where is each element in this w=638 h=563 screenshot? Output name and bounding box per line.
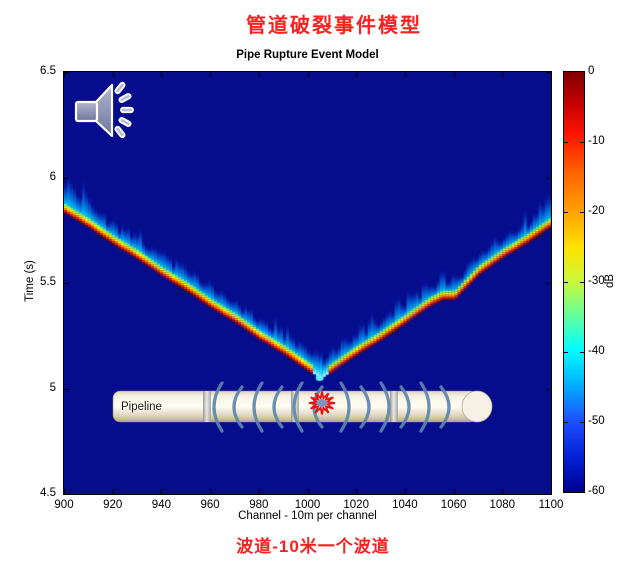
colorbar-tick-mark xyxy=(580,422,584,423)
colorbar-tick-label: -10 xyxy=(588,135,605,147)
pipe-end-cap xyxy=(461,390,493,423)
acoustic-wave-arcs xyxy=(212,381,451,433)
burst-center xyxy=(316,399,328,407)
colorbar-tick-mark xyxy=(580,352,584,353)
colorbar-tick-mark xyxy=(580,282,584,283)
speaker-icon[interactable] xyxy=(74,81,134,139)
x-tick-label: 1040 xyxy=(392,499,418,511)
wave-arc xyxy=(252,381,264,433)
x-tick-label: 1060 xyxy=(440,499,467,511)
wave-arc xyxy=(339,381,351,433)
colorbar-tick-mark xyxy=(564,212,568,213)
plot-title: Pipe Rupture Event Model xyxy=(236,49,379,61)
sound-dash xyxy=(114,125,126,139)
pipe-joint xyxy=(203,391,211,422)
x-tick-label: 940 xyxy=(151,499,171,511)
colorbar-tick-mark xyxy=(564,282,568,283)
pipeline-graphic: Pipeline xyxy=(112,381,493,433)
x-tick-label: 920 xyxy=(103,499,123,511)
x-tick-label: 1000 xyxy=(294,499,321,511)
colorbar-tick-label: -30 xyxy=(588,275,605,287)
y-tick-label: 5 xyxy=(49,381,56,394)
y-tick-label: 5.5 xyxy=(40,276,56,288)
wave-arc xyxy=(292,381,304,433)
y-tick-label: 6 xyxy=(49,170,56,183)
wave-arc xyxy=(419,381,431,433)
colorbar-tick-mark xyxy=(564,142,568,143)
x-tick-label: 1080 xyxy=(489,499,516,511)
wave-arc xyxy=(399,385,411,429)
colorbar-tick-label: -40 xyxy=(588,345,605,357)
wave-arc xyxy=(439,385,451,429)
wave-arc xyxy=(212,381,224,433)
plot-overlay: Pipeline xyxy=(74,81,493,433)
waterfall-canvas xyxy=(64,72,551,494)
x-axis-label: Channel - 10m per channel xyxy=(238,510,377,522)
colorbar-tick-label: -60 xyxy=(588,485,605,497)
speaker-cone xyxy=(94,83,114,138)
x-tick-label: 960 xyxy=(200,499,220,511)
sound-wave-dashes xyxy=(114,81,134,139)
colorbar-tick-label: -20 xyxy=(588,205,605,217)
colorbar xyxy=(563,71,585,493)
pipe-joint xyxy=(390,391,398,422)
wave-arc xyxy=(232,385,244,429)
pipeline-label: Pipeline xyxy=(121,401,162,413)
plot-area: Pipeline xyxy=(63,71,552,495)
wave-arc xyxy=(359,385,371,429)
rupture-burst-icon xyxy=(308,391,336,415)
chinese-subtitle: 波道-10米一个波道 xyxy=(236,537,390,556)
colorbar-tick-mark xyxy=(564,422,568,423)
y-tick-label: 4.5 xyxy=(40,487,56,499)
colorbar-tick-mark xyxy=(580,212,584,213)
colorbar-unit-label: dB xyxy=(604,273,616,289)
x-tick-label: 1100 xyxy=(538,499,564,511)
colorbar-tick-mark xyxy=(580,142,584,143)
wave-arc xyxy=(379,381,391,433)
colorbar-tick-label: 0 xyxy=(588,65,595,77)
sound-dash xyxy=(120,106,134,114)
x-tick-label: 900 xyxy=(54,499,74,511)
sound-dash xyxy=(118,93,132,103)
chinese-title: 管道破裂事件模型 xyxy=(246,15,422,37)
x-tick-label: 980 xyxy=(249,499,269,511)
sound-dash xyxy=(114,81,126,95)
y-tick-label: 6.5 xyxy=(40,65,56,77)
x-tick-label: 1020 xyxy=(343,499,369,511)
colorbar-tick-mark xyxy=(564,352,568,353)
sound-dash xyxy=(118,117,132,127)
colorbar-tick-label: -50 xyxy=(588,415,605,427)
wave-arc xyxy=(272,385,284,429)
speaker-box xyxy=(74,100,99,123)
